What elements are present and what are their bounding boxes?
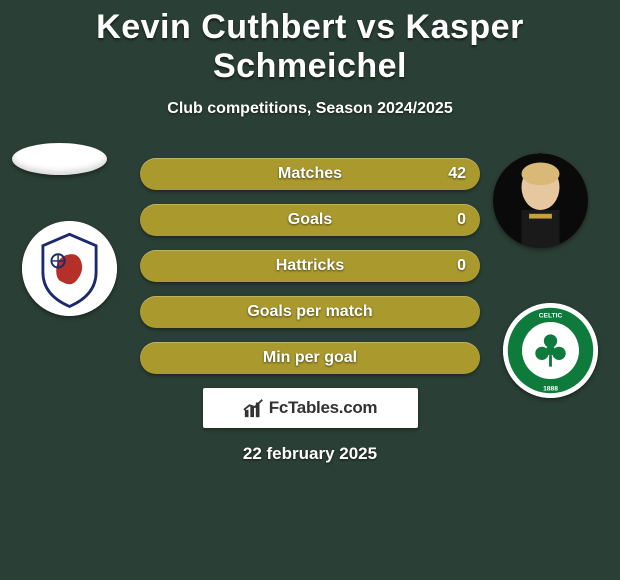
stat-row-min-per-goal: Min per goal [140,342,480,374]
svg-text:1888: 1888 [543,385,558,392]
stat-row-goals-per-match: Goals per match [140,296,480,328]
stat-right-value: 0 [457,211,466,229]
stat-label: Goals [288,211,332,229]
stat-label: Matches [278,165,342,183]
stat-right-value: 42 [448,165,466,183]
comparison-panel: CELTIC 1888 Matches 42 Goals 0 Hattricks… [0,158,620,464]
chart-icon [243,397,265,419]
stat-row-matches: Matches 42 [140,158,480,190]
stat-label: Goals per match [247,303,372,321]
date-label: 22 february 2025 [0,444,620,464]
stat-row-hattricks: Hattricks 0 [140,250,480,282]
stats-list: Matches 42 Goals 0 Hattricks 0 Goals per… [140,158,480,374]
subtitle: Club competitions, Season 2024/2025 [0,100,620,118]
stat-row-goals: Goals 0 [140,204,480,236]
stat-label: Min per goal [263,349,357,367]
club-badge-right: CELTIC 1888 [503,303,598,398]
player-avatar-left [12,143,107,175]
stat-right-value: 0 [457,257,466,275]
club-badge-left [22,221,117,316]
brand-text: FcTables.com [269,398,378,418]
player-avatar-right [493,153,588,248]
brand-box: FcTables.com [203,388,418,428]
stat-label: Hattricks [276,257,344,275]
page-title: Kevin Cuthbert vs Kasper Schmeichel [0,0,620,86]
svg-text:CELTIC: CELTIC [539,312,563,319]
